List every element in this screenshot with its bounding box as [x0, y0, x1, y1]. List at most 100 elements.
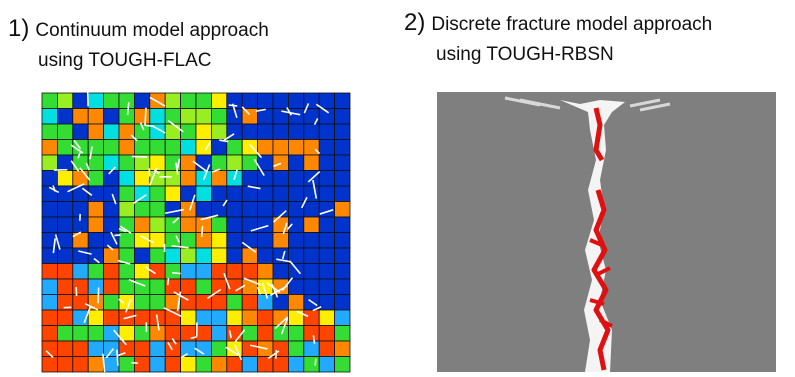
grid-cell	[103, 216, 120, 233]
grid-cell	[72, 325, 89, 342]
flow-arrow	[124, 299, 132, 313]
grid-cell	[87, 356, 104, 373]
grid-cell	[180, 263, 197, 280]
flow-arrow	[167, 341, 173, 351]
grid-cell	[287, 185, 305, 202]
grid-cell	[257, 216, 274, 233]
grid-cell	[133, 185, 151, 202]
flow-arrow	[118, 227, 127, 233]
grid-cell	[241, 232, 258, 249]
grid-cell	[334, 92, 351, 109]
grid-cell	[133, 92, 151, 109]
grid-cell	[41, 170, 58, 187]
grid-cell	[287, 123, 305, 140]
grid-cell	[210, 108, 228, 125]
flow-arrow	[77, 150, 82, 159]
grid-cell	[149, 216, 166, 233]
grid-cell	[164, 340, 181, 357]
grid-cell	[272, 170, 289, 187]
grid-cell	[257, 123, 274, 140]
grid-cell	[210, 294, 228, 311]
flow-arrow	[289, 260, 302, 275]
grid-cell	[287, 232, 305, 249]
grid-cell	[318, 340, 336, 357]
flow-arrow	[171, 245, 189, 249]
flow-arrow	[118, 298, 125, 304]
flow-arrow	[231, 103, 238, 119]
grid-cell	[210, 216, 228, 233]
grid-cell	[210, 92, 228, 109]
grid-cell	[226, 356, 243, 373]
grid-cell	[149, 108, 166, 125]
flow-arrow	[234, 329, 246, 343]
panel-title: 2) Discrete fracture model approach	[404, 9, 712, 36]
grid-cell	[287, 294, 305, 311]
flow-arrow	[83, 306, 92, 324]
grid-cell	[287, 170, 305, 187]
grid-cell	[272, 294, 289, 311]
grid-cell	[210, 309, 228, 326]
fracture-flow	[591, 107, 611, 371]
grid-cell	[180, 170, 197, 187]
grid-cell	[118, 232, 135, 249]
grid-cell	[257, 247, 274, 264]
grid-cell	[334, 123, 351, 140]
grid-cell	[103, 309, 120, 326]
flow-arrow	[110, 231, 118, 245]
flow-arrow	[249, 144, 263, 159]
flow-arrow	[45, 350, 54, 358]
grid-cell	[180, 216, 197, 233]
grid-cell	[241, 92, 258, 109]
grid-cell	[241, 356, 258, 373]
flow-arrow	[172, 271, 181, 275]
flow-arrow	[176, 158, 181, 169]
grid-cell	[303, 309, 320, 326]
flow-arrow	[70, 160, 80, 172]
grid-cell	[318, 123, 336, 140]
flow-arrow	[164, 208, 185, 215]
grid-cell	[195, 185, 212, 202]
grid-cell	[72, 247, 89, 264]
grid-cell	[118, 185, 135, 202]
grid-cell	[133, 139, 151, 156]
panel-title: 1) Continuum model approach	[8, 15, 269, 42]
flow-arrow	[223, 272, 231, 290]
flow-arrow	[132, 194, 147, 205]
grid-cell	[118, 154, 135, 171]
flow-arrow	[281, 250, 286, 260]
flow-arrow	[261, 282, 269, 299]
grid-cell	[180, 92, 197, 109]
grid-cell	[210, 340, 228, 357]
grid-cell	[41, 247, 58, 264]
grid-cell	[87, 232, 104, 249]
grid-cell	[41, 309, 58, 326]
grid-cell	[287, 340, 305, 357]
grid-cell	[318, 294, 336, 311]
grid-cell	[287, 356, 305, 373]
grid-cell	[226, 263, 243, 280]
grid-cell	[272, 123, 289, 140]
grid-cell	[303, 340, 320, 357]
flow-arrow	[206, 288, 222, 300]
grid-cell	[180, 139, 197, 156]
grid-cell	[180, 108, 197, 125]
flow-arrow	[276, 258, 291, 263]
flow-arrow	[73, 139, 82, 150]
grid-cell	[72, 170, 89, 187]
grid-cell	[103, 247, 120, 264]
grid-cell	[41, 201, 58, 218]
grid-cell	[180, 340, 197, 357]
grid-cell	[303, 356, 320, 373]
flow-arrow	[52, 238, 57, 254]
grid-cell	[118, 263, 135, 280]
panel-subtitle: using TOUGH-FLAC	[38, 50, 212, 71]
fracture-flow	[589, 238, 613, 328]
grid-cell	[195, 139, 212, 156]
flow-arrow	[153, 169, 160, 175]
grid-cell	[318, 170, 336, 187]
grid-cell	[334, 309, 351, 326]
grid-cell	[41, 294, 58, 311]
flow-arrow	[167, 119, 184, 133]
flow-arrow	[84, 302, 99, 311]
flow-arrow	[131, 361, 138, 364]
